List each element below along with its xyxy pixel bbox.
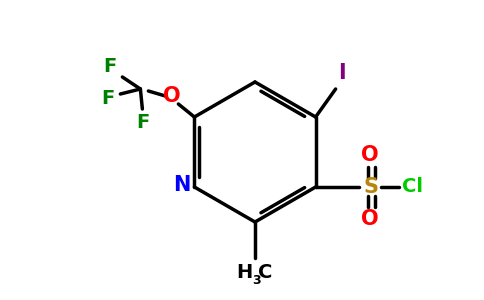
Text: I: I <box>338 63 346 83</box>
Text: H: H <box>236 262 252 281</box>
Text: F: F <box>136 113 149 133</box>
Text: O: O <box>361 145 378 165</box>
Text: F: F <box>101 89 114 109</box>
Text: N: N <box>173 175 190 195</box>
Text: O: O <box>163 86 180 106</box>
Text: Cl: Cl <box>402 178 423 196</box>
Text: F: F <box>103 58 116 76</box>
Text: O: O <box>361 209 378 229</box>
Text: 3: 3 <box>252 274 260 287</box>
Text: S: S <box>363 177 378 197</box>
Text: C: C <box>258 262 272 281</box>
